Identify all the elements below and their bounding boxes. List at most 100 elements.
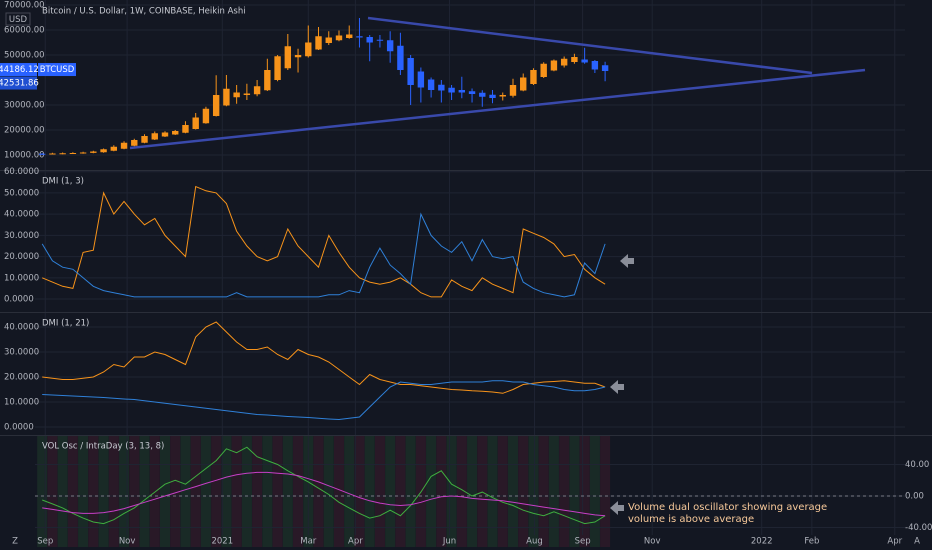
candle-body (120, 142, 128, 149)
volume-band (170, 436, 181, 547)
volume-band (231, 436, 242, 547)
x-tick-label: Nov (119, 537, 136, 547)
volume-band (293, 436, 304, 547)
volume-band (323, 436, 334, 547)
candle-body (356, 36, 363, 38)
volume-band (477, 436, 488, 547)
toolbar-label[interactable]: Z (12, 537, 18, 547)
annotation: Volume dual oscillator showing average v… (628, 502, 828, 525)
y-tick-label: 50000.00 (4, 51, 45, 61)
candle-body (79, 152, 87, 154)
symbol-label: BTCUSD (40, 65, 75, 75)
candle-body (427, 79, 435, 90)
volume-band (98, 436, 109, 547)
y-tick-label: 30.0000 (4, 348, 39, 358)
trendline (129, 68, 866, 150)
y-tick-label: 10000.00 (4, 151, 45, 161)
volume-band (374, 436, 385, 547)
volume-band (589, 436, 600, 547)
candle-body (264, 70, 271, 91)
volume-band (282, 436, 293, 547)
volume-band (354, 436, 365, 547)
candle-body (305, 42, 312, 57)
y-tick-label: 70000.00 (4, 1, 45, 11)
candle-body (161, 132, 169, 137)
volume-band (385, 436, 396, 547)
x-tick-label: Jun (442, 537, 456, 547)
y-tick-label: 60.0000 (4, 167, 39, 177)
volume-band (159, 436, 170, 547)
volume-band (436, 436, 447, 547)
candle-body (458, 90, 466, 93)
candle-body (274, 56, 281, 80)
candle-body (591, 61, 599, 70)
price-label: 42531.86 (0, 79, 39, 89)
y-tick-label: 40.0000 (4, 323, 39, 333)
series-line (42, 185, 606, 298)
y-tick-label: 60000.00 (4, 26, 45, 36)
y-tick-label: 20.0000 (4, 373, 39, 383)
candle-body (581, 59, 588, 63)
candle-body (540, 63, 547, 77)
y-tick-label: 40.0000 (4, 210, 39, 220)
volume-band (78, 436, 89, 547)
y-tick-label: 0.0000 (4, 423, 34, 433)
price-label-box (0, 63, 37, 77)
series-line (41, 212, 606, 298)
series-line (42, 446, 606, 525)
series-line (42, 380, 606, 421)
arrow (610, 501, 624, 515)
volume-band (559, 436, 570, 547)
candle-body (192, 117, 199, 129)
candle-body (100, 149, 107, 153)
candle-body (550, 60, 558, 71)
volume-band (507, 436, 518, 547)
currency-label: USD (9, 15, 28, 25)
volume-band (252, 436, 263, 547)
volume-band (262, 436, 273, 547)
x-tick-label: Apr (887, 537, 902, 547)
candle-body (448, 87, 455, 93)
x-tick-label: Aug (526, 537, 543, 547)
arrow (620, 254, 634, 268)
volume-band (405, 436, 416, 547)
candle-body (172, 131, 179, 135)
currency-box (5, 12, 31, 26)
volume-band (538, 436, 549, 547)
volume-band (456, 436, 467, 547)
x-tick-label: Sep (575, 537, 591, 547)
candle-body (520, 77, 527, 91)
pane-title: DMI (1, 3) (42, 177, 84, 187)
candle-body (530, 70, 537, 84)
pane-title: VOL Osc / IntraDay (3, 13, 8) (42, 442, 164, 452)
x-tick-label: Sep (37, 537, 53, 547)
candle-body (151, 133, 158, 140)
candle-body (397, 45, 404, 70)
y-tick-label: 10.0000 (4, 398, 39, 408)
symbol-box (38, 63, 76, 77)
y-tick-label: 30000.00 (4, 101, 45, 111)
toolbar-label[interactable]: A (914, 537, 920, 547)
x-tick-label: Mar (300, 537, 317, 547)
price-label-box (0, 76, 37, 90)
volume-band (344, 436, 355, 547)
volume-band (67, 436, 78, 547)
volume-band (364, 436, 375, 547)
volume-band (548, 436, 559, 547)
volume-band (88, 436, 99, 547)
candle-body (223, 88, 230, 106)
volume-band (119, 436, 130, 547)
volume-band (313, 436, 324, 547)
candle-body (59, 153, 66, 155)
candle-body (38, 153, 46, 155)
volume-band (129, 436, 140, 547)
y-tick-label: 20000.00 (4, 126, 45, 136)
candle-body (346, 34, 353, 38)
trendline (367, 16, 813, 75)
candle-body (376, 39, 384, 41)
price-label: 44186.12 (0, 65, 39, 75)
candle-body (417, 71, 425, 88)
candle-body (253, 86, 261, 95)
candle-body (509, 85, 517, 96)
